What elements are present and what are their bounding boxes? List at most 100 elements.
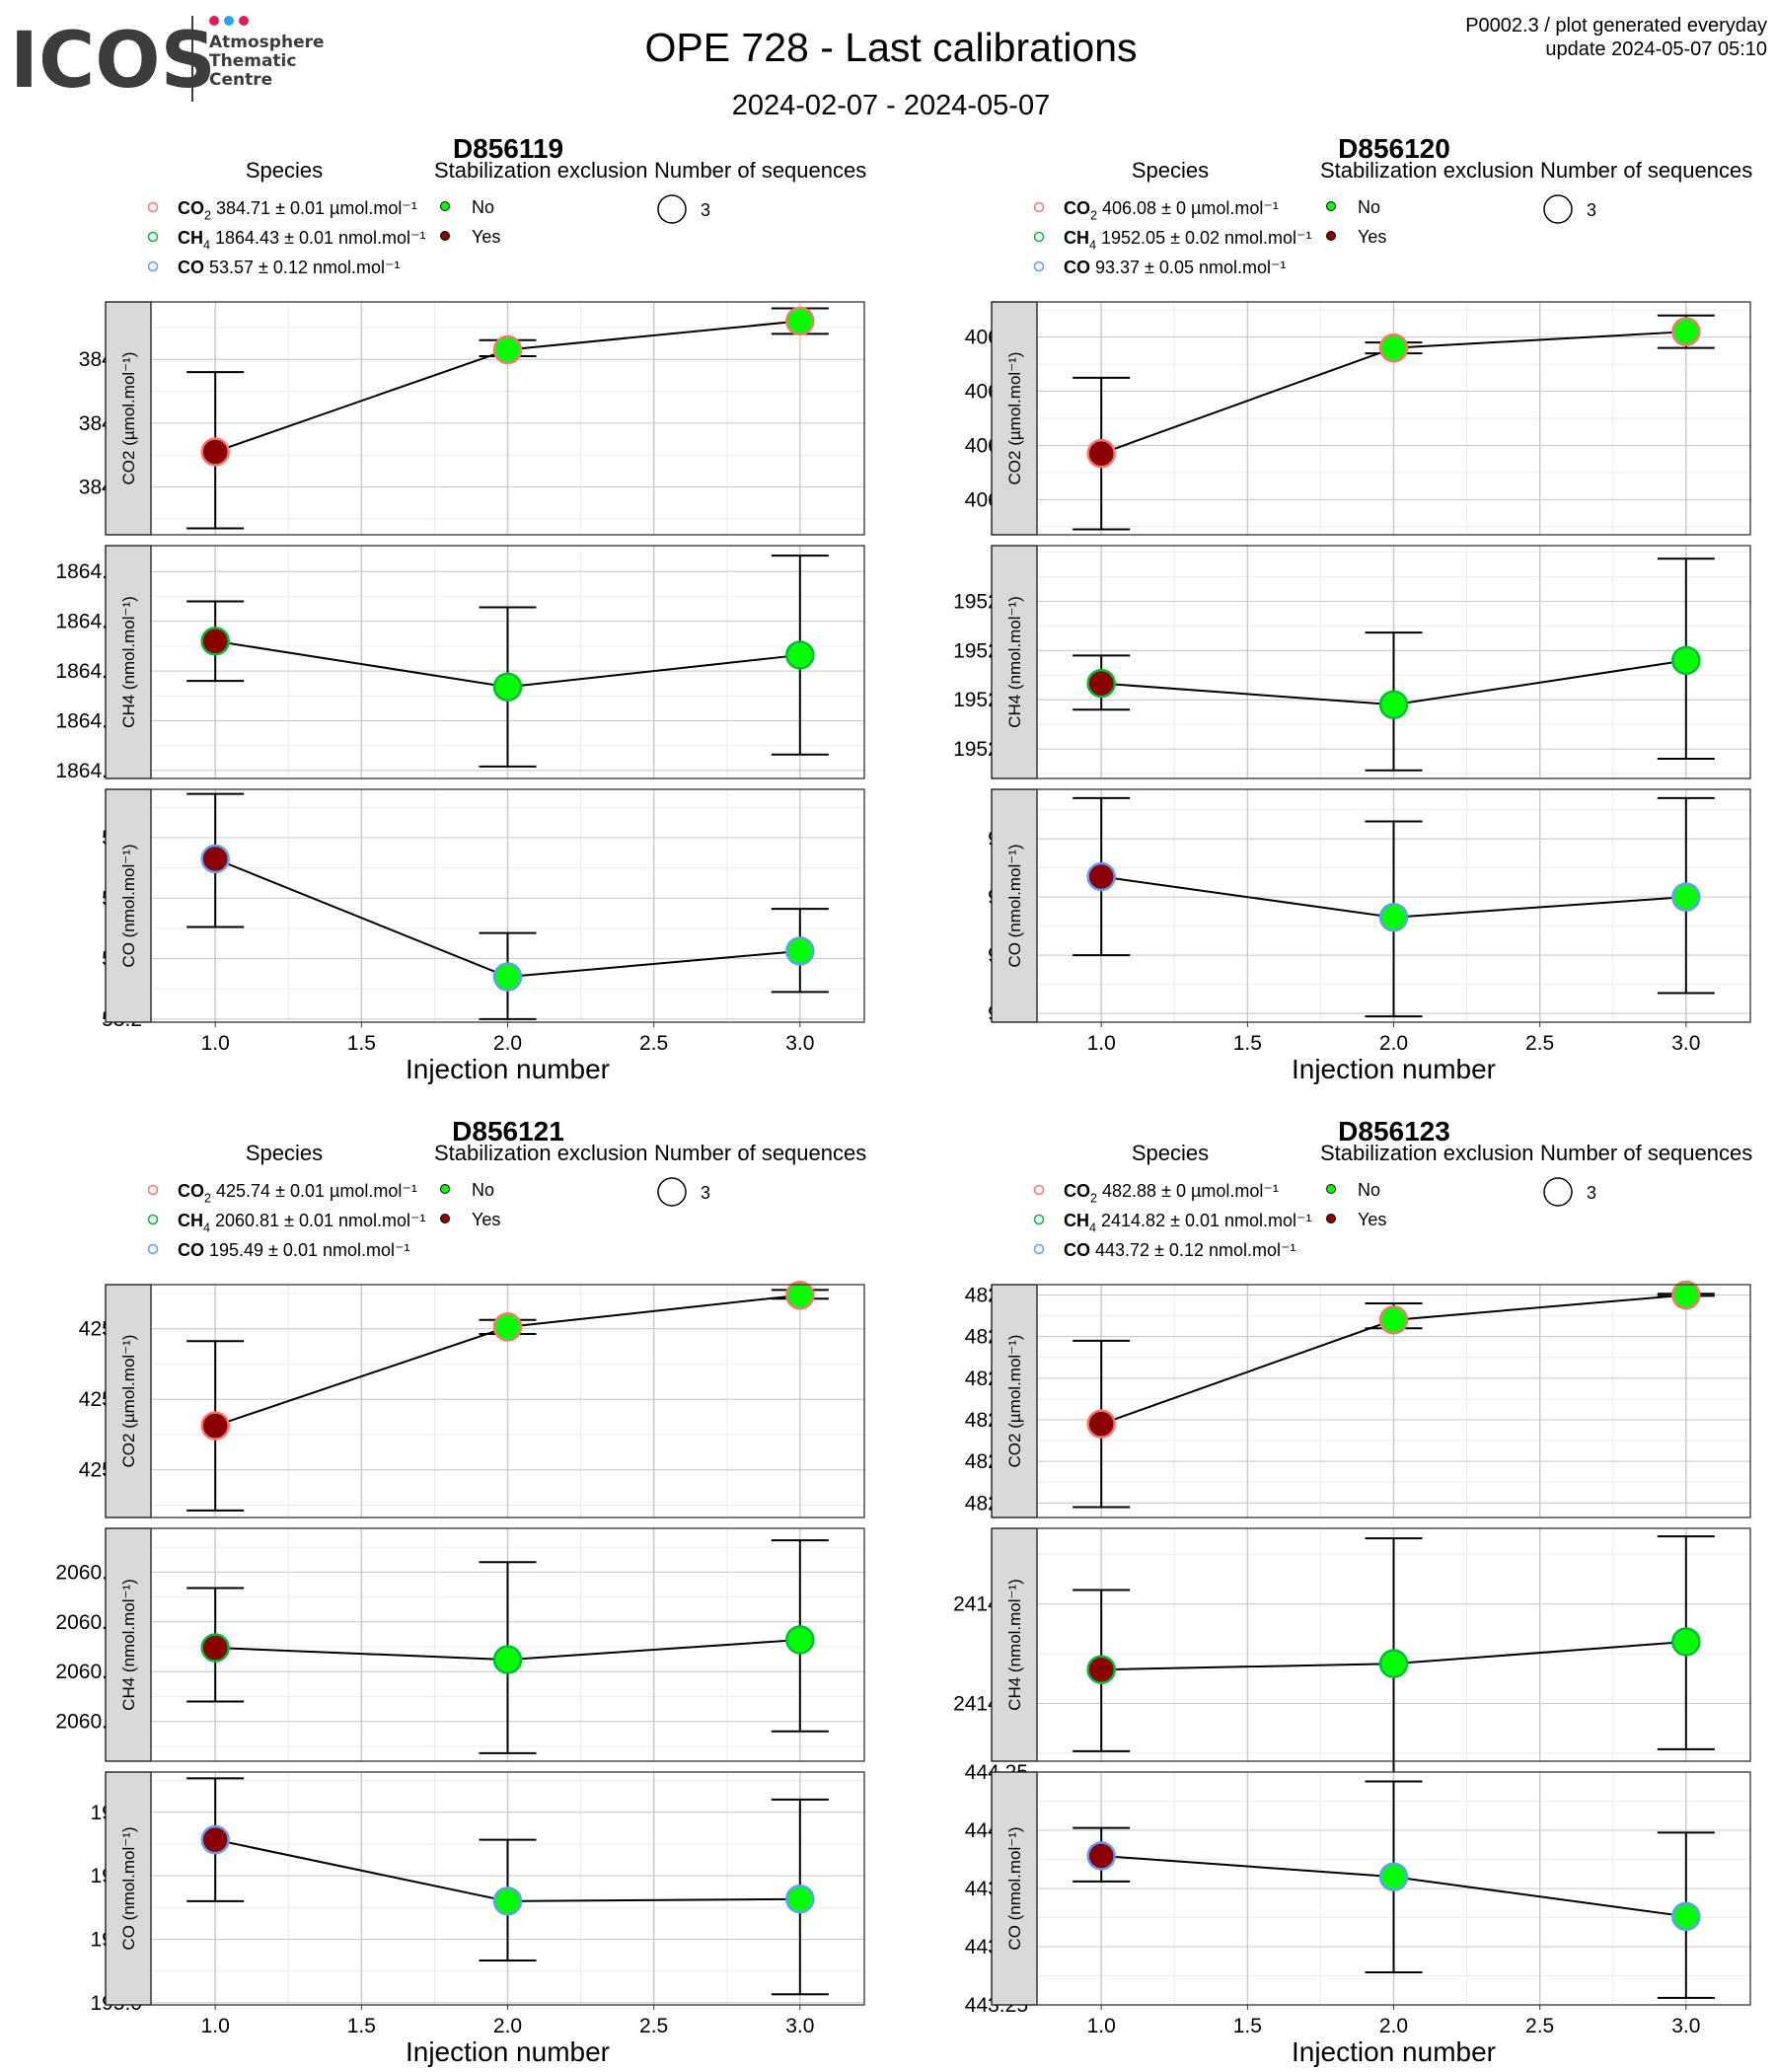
x-axis-title: Injection number — [1292, 2036, 1496, 2067]
logo-dot-magenta — [239, 16, 249, 26]
data-point-co — [1378, 1862, 1409, 1891]
panel-legend: Species Stabilization exclusion Number of … — [147, 1141, 866, 1260]
facet-strip-label: CO (nmol.mol⁻¹) — [1005, 844, 1024, 967]
legend-title-species: Species — [1132, 158, 1209, 183]
panel-title: D856119 — [453, 133, 563, 164]
legend-label-no: No — [1358, 197, 1380, 217]
legend-label-ch4: CH4 1952.05 ± 0.02 nmol.mol⁻¹ — [1064, 228, 1312, 252]
facet-strip — [105, 1284, 152, 1518]
facet-strip-label: CO2 (µmol.mol⁻¹) — [119, 352, 138, 485]
data-point-co — [1671, 1901, 1701, 1932]
legend-key-co — [147, 1243, 159, 1255]
x-tick-label: 3.0 — [785, 2015, 814, 2037]
data-point-co — [1086, 1841, 1116, 1871]
legend-key-ch4 — [1033, 1214, 1045, 1225]
facet-strip — [991, 545, 1038, 779]
report-note-line-2: update 2024-05-07 05:10 — [1545, 38, 1767, 60]
logo-dot-pink — [209, 16, 219, 26]
legend-key-co2 — [147, 1184, 159, 1196]
legend-title-species: Species — [246, 158, 323, 183]
legend-title-sequences: Number of sequences — [1540, 1141, 1752, 1165]
legend-label-sequences: 3 — [1587, 1183, 1596, 1203]
legend-label-co2: CO2 384.71 ± 0.01 µmol.mol⁻¹ — [178, 198, 417, 222]
data-point-ch4 — [1671, 645, 1701, 676]
data-point-ch4 — [492, 1645, 523, 1674]
facet-strip-label: CH4 (nmol.mol⁻¹) — [119, 596, 138, 728]
data-point-co — [200, 844, 230, 874]
legend-key-ch4 — [147, 1214, 159, 1225]
facet-strip — [991, 788, 1038, 1023]
legend-title-species: Species — [1132, 1141, 1209, 1165]
legend-label-ch4: CH4 1864.43 ± 0.01 nmol.mol⁻¹ — [178, 228, 426, 252]
data-point-co — [492, 1887, 523, 1916]
legend-label-co2: CO2 425.74 ± 0.01 µmol.mol⁻¹ — [178, 1181, 417, 1205]
data-point-ch4 — [1378, 690, 1409, 719]
data-point-co2 — [492, 334, 523, 365]
legend-key-co2 — [1033, 201, 1045, 213]
x-tick-label: 2.5 — [639, 1032, 668, 1055]
data-point-ch4 — [1378, 1649, 1409, 1678]
legend-key-co — [1033, 1243, 1045, 1255]
data-point-co2 — [1086, 438, 1116, 469]
legend-key-sequences — [1543, 1177, 1573, 1207]
x-tick-label: 2.0 — [1379, 2015, 1408, 2037]
facet-co: 53.253.654.054.4CO (nmol.mol⁻¹) — [102, 788, 865, 1031]
data-point-co2 — [785, 1280, 815, 1310]
legend-key-no — [440, 1184, 450, 1194]
data-point-co2 — [1378, 1305, 1409, 1335]
facet-border — [150, 301, 865, 536]
x-tick-label: 2.0 — [493, 2015, 522, 2037]
x-tick-label: 3.0 — [1671, 2015, 1700, 2037]
panel-legend: Species Stabilization exclusion Number of … — [1033, 158, 1752, 277]
x-axis-title: Injection number — [406, 2036, 610, 2067]
legend-title-species: Species — [246, 1141, 323, 1165]
x-axis-title: Injection number — [1292, 1054, 1496, 1084]
legend-key-sequences — [1543, 194, 1573, 224]
data-point-co2 — [492, 1312, 523, 1342]
data-point-ch4 — [1086, 668, 1116, 699]
legend-key-yes — [1326, 1214, 1336, 1223]
page-header: ICOS Atmosphere Thematic Centre OPE 728 … — [10, 15, 1767, 121]
data-point-co2 — [200, 1411, 230, 1441]
legend-title-stabilization: Stabilization exclusion — [1320, 1141, 1533, 1165]
legend-key-ch4 — [1033, 231, 1045, 243]
data-point-co2 — [1671, 317, 1701, 346]
legend-label-co2: CO2 406.08 ± 0 µmol.mol⁻¹ — [1064, 198, 1279, 222]
data-point-co — [785, 1884, 815, 1914]
x-tick-label: 1.0 — [201, 1032, 230, 1055]
facet-strip-label: CH4 (nmol.mol⁻¹) — [119, 1579, 138, 1711]
data-point-co2 — [785, 306, 815, 336]
legend-label-yes: Yes — [1358, 227, 1386, 247]
facet-strip-label: CO (nmol.mol⁻¹) — [119, 1826, 138, 1950]
facet-co2: 425.70425.72425.74CO2 (µmol.mol⁻¹) — [79, 1280, 865, 1518]
data-point-co — [785, 936, 815, 966]
legend-key-ch4 — [147, 231, 159, 243]
data-point-co — [492, 962, 523, 992]
data-point-ch4 — [785, 640, 815, 670]
logo-subtitle-line-2: Thematic — [209, 51, 296, 71]
data-point-ch4 — [1671, 1627, 1701, 1657]
icos-logo: ICOS Atmosphere Thematic Centre — [10, 16, 325, 106]
facet-strip-label: CO2 (µmol.mol⁻¹) — [1005, 1335, 1024, 1468]
facet-strip — [991, 1771, 1038, 2006]
data-point-co2 — [200, 437, 230, 467]
facet-co: 443.25443.50443.75444.00444.25CO (nmol.m… — [965, 1761, 1751, 2017]
data-point-ch4 — [492, 672, 523, 702]
facet-co2: 406.05406.06406.07406.08CO2 (µmol.mol⁻¹) — [965, 301, 1751, 536]
x-tick-label: 2.5 — [1525, 2015, 1554, 2037]
panel-legend: Species Stabilization exclusion Number of … — [147, 158, 866, 277]
legend-label-sequences: 3 — [1587, 200, 1596, 220]
legend-key-sequences — [657, 194, 687, 224]
data-point-co2 — [1671, 1280, 1701, 1310]
facet-strip — [105, 301, 152, 536]
facet-border — [1036, 301, 1751, 536]
facet-co: 195.0195.3195.6195.9CO (nmol.mol⁻¹) — [90, 1771, 865, 2015]
x-tick-label: 1.5 — [1233, 1032, 1262, 1055]
legend-key-sequences — [657, 1177, 687, 1207]
facet-border — [1036, 1527, 1751, 1762]
facet-strip — [991, 301, 1038, 536]
calibration-panel-d856119: D856119 Species Stabilization exclusion Num… — [55, 133, 866, 1084]
